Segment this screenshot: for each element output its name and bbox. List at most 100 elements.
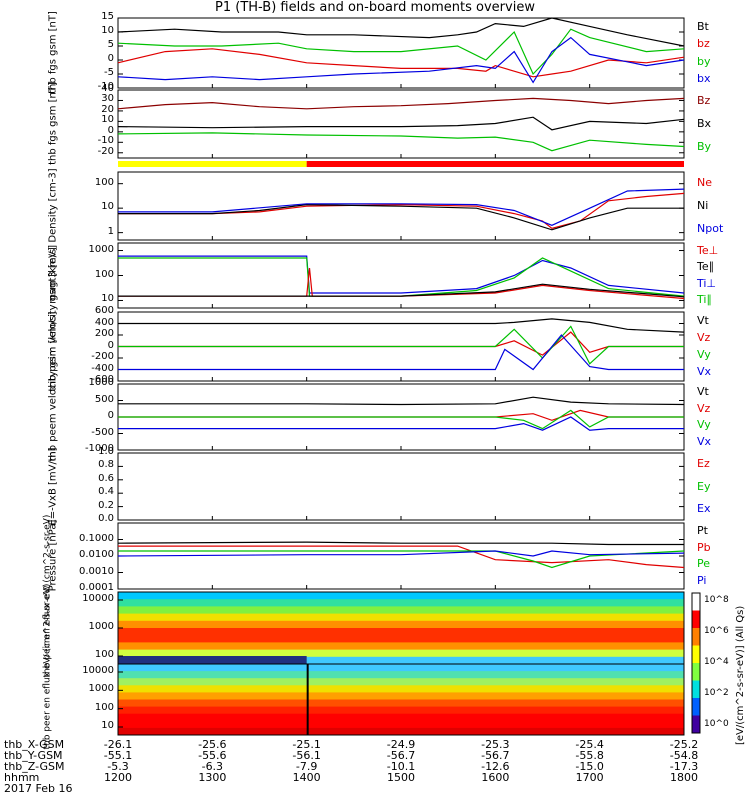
legend-peem-0: Vt — [697, 385, 709, 399]
legend-fgs2-1: Bx — [697, 117, 712, 130]
spectrogram-band-peer — [118, 678, 684, 686]
spectrogram-band-peer — [118, 685, 684, 693]
colorbar-tick-label: 10^4 — [704, 657, 729, 667]
ytick-label-density: 10 — [101, 201, 114, 213]
ylabel-fgs2: thb fgs gsm [nT] — [47, 82, 59, 165]
legend-fgs-2: by — [697, 54, 711, 68]
bottom-row-value: -25.3 — [481, 738, 510, 751]
ytick-label-peim: 600 — [94, 305, 114, 316]
bottom-row-value: -25.4 — [575, 738, 604, 751]
series-line-peem-Vz — [118, 409, 684, 421]
legend-fgs2-2: By — [697, 139, 712, 153]
ytick-label-density: 100 — [94, 176, 114, 188]
legend-efield-0: Ez — [697, 457, 710, 471]
ytick-label-fgs2: 10 — [101, 114, 114, 126]
legend-pressure-0: Pt — [697, 524, 708, 538]
spectrogram-band-peir — [118, 628, 684, 636]
panel-frame-peer — [117, 663, 685, 736]
colorbar-tick-label: 10^0 — [704, 719, 729, 729]
spectrogram-band-peir — [118, 599, 684, 607]
ytick-label-efield: 0.8 — [98, 459, 114, 471]
series-line-peim-Vx — [118, 334, 684, 371]
series-line-density-Npot — [118, 188, 685, 226]
status-bar-segment-0 — [118, 161, 307, 167]
bottom-row-value: -5.3 — [107, 760, 129, 773]
series-line-fgs-Bt — [117, 17, 685, 47]
bottom-row-value: -55.6 — [198, 749, 227, 762]
colorbar-tick-label: 10^6 — [704, 626, 729, 636]
legend-fgs-3: bx — [697, 72, 711, 86]
bottom-row-value: -17.3 — [669, 760, 699, 773]
bottom-row-value: 1200 — [104, 771, 132, 784]
ytick-label-fgs: 5 — [107, 39, 114, 50]
legend-pressure-3: Pi — [697, 573, 707, 587]
bottom-row-value: -6.3 — [201, 760, 224, 773]
ytick-label-fgs: 10 — [101, 25, 114, 36]
ytick-label-fgs2: -20 — [97, 145, 114, 157]
spectrogram-lowflux-peir — [118, 656, 307, 664]
ytick-label-peer: 10000 — [82, 665, 114, 676]
series-line-fgs2-Bz — [117, 97, 685, 110]
bottom-row-value: -56.1 — [292, 749, 321, 762]
legend-density-0: Ne — [697, 176, 712, 190]
series-line-pressure-Pe — [118, 550, 685, 569]
series-line-peim-Vz — [118, 331, 684, 356]
colorbar-segment — [692, 628, 700, 646]
colorbar-segment — [692, 715, 700, 734]
legend-peim-0: Vt — [697, 313, 709, 327]
legend-peem-1: Vz — [697, 401, 711, 415]
spectrogram-band-peer — [118, 706, 684, 715]
ytick-label-fgs2: 30 — [101, 93, 114, 105]
colorbar-tick-label: 10^8 — [704, 595, 729, 605]
legend-temp-1: Te∥ — [697, 260, 715, 274]
ytick-label-peir: 100 — [94, 649, 114, 660]
series-line-pressure-Pt — [117, 541, 684, 546]
date-label: 2017 Feb 16 — [4, 782, 73, 795]
ytick-label-fgs2: -10 — [97, 135, 114, 147]
bottom-row-value: 1300 — [198, 771, 227, 784]
ytick-label-fgs2: 0 — [107, 124, 114, 136]
ytick-label-peem: 1000 — [88, 377, 114, 388]
ytick-label-fgs2: 40 — [101, 83, 114, 94]
ytick-label-temp: 100 — [94, 268, 114, 280]
ytick-label-peem: -500 — [91, 426, 114, 438]
bottom-row-value: -12.6 — [481, 760, 510, 773]
ytick-label-fgs2: 20 — [101, 103, 114, 115]
bottom-row-value: -7.9 — [295, 760, 318, 773]
legend-peem-2: Vy — [697, 418, 711, 432]
spectrogram-band-peir — [118, 620, 684, 629]
spectrogram-band-peir — [118, 635, 684, 643]
ytick-label-efield: 0.0 — [98, 513, 114, 524]
ytick-label-peem: 0 — [107, 410, 114, 421]
bottom-row-value: 1700 — [575, 771, 604, 784]
spectrogram-band-peer — [118, 727, 684, 736]
legend-pressure-2: Pe — [697, 557, 711, 571]
legend-efield-1: Ey — [697, 479, 711, 493]
series-line-fgs-bx — [117, 36, 685, 84]
panel-frame-fgs2 — [117, 89, 685, 159]
spectrogram-band-peir — [118, 642, 684, 651]
ylabel-peer: thb peer en eflux eV/ (cm^2-s-sr-eV) — [42, 583, 53, 749]
bottom-row-value: -55.1 — [103, 749, 133, 762]
colorbar-segment — [692, 610, 700, 629]
series-line-temp-Te⊥ — [118, 267, 685, 300]
bottom-row-value: -25.2 — [669, 738, 699, 751]
spectrogram-band-peir — [118, 613, 684, 622]
spectrogram-band-peer — [118, 720, 684, 729]
series-line-fgs-bz — [117, 48, 685, 78]
series-line-fgs-by — [117, 28, 685, 76]
legend-fgs-1: bz — [697, 37, 710, 51]
bottom-row-value: 1600 — [481, 771, 510, 784]
legend-efield-2: Ex — [697, 501, 711, 515]
panel-frame-temp — [117, 242, 685, 309]
series-line-density-Ni — [118, 203, 684, 231]
series-line-temp-Ti⊥ — [118, 255, 685, 294]
spectrogram-band-peer — [118, 664, 684, 672]
colorbar-segment — [692, 663, 700, 681]
legend-peem-3: Vx — [697, 434, 712, 448]
bottom-row-label: thb_X-GSM — [4, 738, 65, 751]
ytick-label-efield: 0.4 — [98, 486, 114, 498]
bottom-row-value: -25.6 — [198, 738, 227, 751]
ytick-label-temp: 1000 — [88, 243, 114, 255]
